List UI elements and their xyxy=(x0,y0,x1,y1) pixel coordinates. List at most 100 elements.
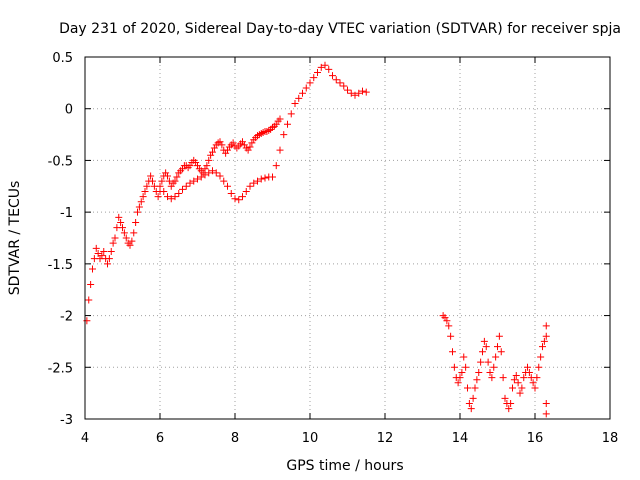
x-tick-label: 16 xyxy=(527,431,544,446)
data-point xyxy=(117,218,125,226)
data-point xyxy=(449,348,456,356)
data-point xyxy=(205,169,213,177)
chart-title: Day 231 of 2020, Sidereal Day-to-day VTE… xyxy=(59,21,621,37)
data-point xyxy=(207,151,215,159)
data-point xyxy=(458,368,466,376)
y-tick-label: -3 xyxy=(60,413,73,428)
data-point xyxy=(542,399,550,407)
data-point xyxy=(321,61,329,69)
data-point xyxy=(194,175,201,183)
data-point xyxy=(246,143,254,151)
data-point xyxy=(250,179,258,187)
data-point xyxy=(128,237,136,245)
x-tick-label: 12 xyxy=(377,431,394,446)
x-tick-label: 8 xyxy=(231,431,239,446)
data-point xyxy=(533,374,541,382)
x-tick-label: 14 xyxy=(452,431,469,446)
data-point xyxy=(115,213,123,221)
data-point xyxy=(220,177,228,185)
data-point xyxy=(239,193,246,201)
data-point xyxy=(542,410,550,418)
data-point xyxy=(336,79,344,87)
data-point xyxy=(329,72,336,80)
data-point xyxy=(139,193,147,201)
data-point xyxy=(167,182,175,190)
data-point xyxy=(306,79,314,87)
data-point xyxy=(210,144,218,152)
data-point xyxy=(194,162,201,170)
data-point xyxy=(291,100,299,108)
data-point xyxy=(98,252,106,260)
data-point xyxy=(464,384,471,392)
data-point xyxy=(190,177,198,185)
x-tick-label: 4 xyxy=(81,431,89,446)
data-point xyxy=(450,363,458,371)
data-point xyxy=(445,322,453,330)
data-point xyxy=(272,162,280,170)
data-point xyxy=(143,182,151,190)
data-point xyxy=(479,348,486,356)
data-point xyxy=(135,203,143,211)
data-point xyxy=(137,198,145,206)
data-point xyxy=(197,173,205,181)
data-point xyxy=(447,332,455,340)
data-point xyxy=(100,247,108,255)
data-point xyxy=(505,405,513,413)
data-point xyxy=(85,296,93,304)
y-tick-labels: 0.5 0 -0.5 -1 -1.5 -2 -2.5 -3 xyxy=(48,51,73,428)
plot-frame xyxy=(84,56,611,420)
data-point xyxy=(171,193,179,201)
y-tick-label: 0.5 xyxy=(52,51,73,66)
data-point xyxy=(317,63,325,71)
data-point xyxy=(351,91,359,99)
data-point xyxy=(105,255,113,263)
data-point xyxy=(499,374,507,382)
data-point xyxy=(248,139,256,147)
data-point xyxy=(167,195,175,203)
data-point xyxy=(344,86,351,94)
data-point xyxy=(126,241,134,249)
data-point xyxy=(454,379,462,387)
data-point xyxy=(512,372,520,380)
data-point xyxy=(467,405,475,413)
data-point xyxy=(510,376,518,384)
data-point xyxy=(495,332,503,340)
data-point xyxy=(518,384,526,392)
y-tick-label: -2 xyxy=(60,310,73,325)
data-point xyxy=(514,379,522,387)
data-point xyxy=(314,69,321,77)
data-point xyxy=(484,358,492,366)
data-point xyxy=(224,146,231,154)
data-point xyxy=(203,162,211,170)
data-point xyxy=(332,76,340,84)
data-point xyxy=(473,376,481,384)
data-point xyxy=(173,173,181,181)
data-point xyxy=(340,82,348,90)
data-point xyxy=(92,244,100,252)
data-point xyxy=(507,399,515,407)
data-point xyxy=(132,218,140,226)
data-point xyxy=(83,317,91,325)
data-point xyxy=(201,171,209,179)
axis-ticks xyxy=(84,56,611,420)
data-point xyxy=(539,343,546,351)
data-point xyxy=(494,343,501,351)
data-point xyxy=(209,167,216,175)
data-point xyxy=(509,384,516,392)
x-axis-label: GPS time / hours xyxy=(286,458,403,474)
data-point xyxy=(149,177,156,185)
data-point xyxy=(542,322,550,330)
data-point xyxy=(525,368,533,376)
data-point xyxy=(147,172,155,180)
data-point xyxy=(107,247,115,255)
data-point xyxy=(158,177,166,185)
data-point xyxy=(310,74,318,82)
data-point xyxy=(156,182,164,190)
data-point xyxy=(492,353,500,361)
data-point xyxy=(443,317,451,325)
data-point xyxy=(460,353,468,361)
data-point xyxy=(119,224,126,232)
data-point xyxy=(486,368,494,376)
y-tick-label: -1.5 xyxy=(48,258,73,273)
